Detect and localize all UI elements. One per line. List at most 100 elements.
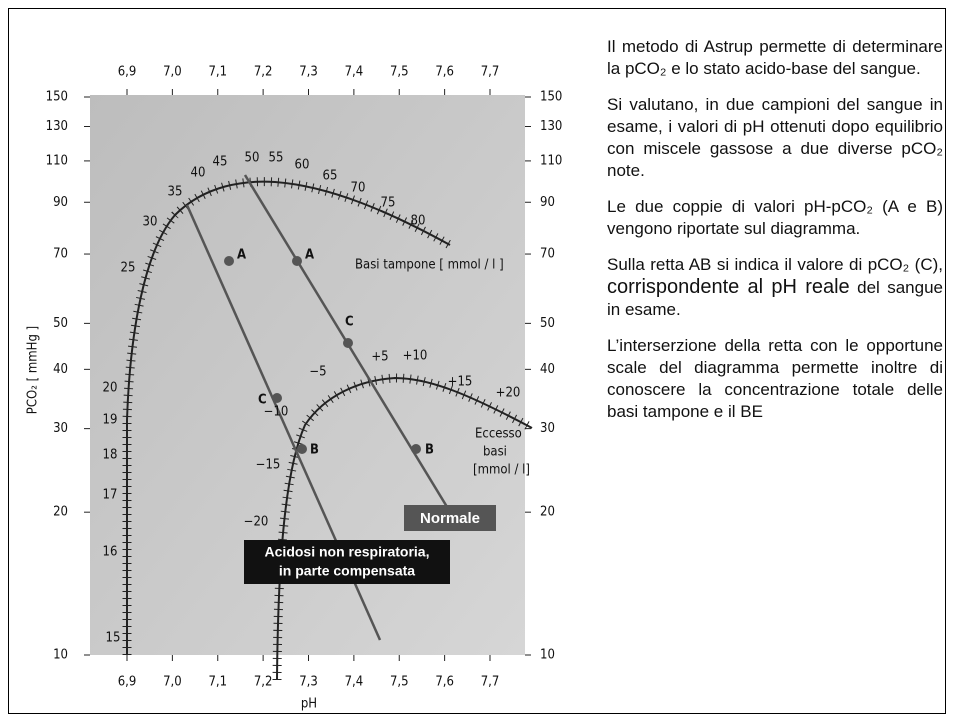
acidosis-box — [244, 540, 450, 584]
y-tick-label: 20 — [540, 505, 555, 520]
acidosis-caption: in parte compensata — [279, 563, 415, 579]
x-tick-label: 6,9 — [118, 65, 137, 80]
normal-caption: Normale — [420, 510, 480, 527]
scale-label: 25 — [121, 261, 136, 276]
y-tick-label: 10 — [53, 648, 68, 663]
points — [224, 256, 421, 454]
paragraph: Sulla retta AB si indica il valore di pC… — [607, 254, 943, 321]
scale-label: +15 — [448, 375, 473, 390]
point — [224, 256, 234, 266]
scale-label: 15 — [106, 631, 121, 646]
x-tick-label: 7,2 — [254, 675, 273, 690]
x-tick-label: 7,3 — [299, 65, 318, 80]
y-tick-label: 40 — [53, 362, 68, 377]
y-tick-label: 110 — [540, 153, 562, 168]
buffer-base-label: Basi tampone [ mmol / l ] — [355, 258, 504, 273]
scale-label: 45 — [213, 155, 228, 170]
acidosis-caption: Acidosi non respiratoria, — [265, 544, 430, 560]
x-tick-label: 7,4 — [345, 675, 364, 690]
point-label: A — [305, 248, 314, 263]
scale-label: 75 — [381, 196, 396, 211]
normal-box — [404, 505, 496, 531]
scale-label: +20 — [496, 386, 521, 401]
point-label: B — [310, 443, 319, 458]
scale-label: 50 — [245, 151, 260, 166]
x-tick-label: 7,1 — [208, 675, 227, 690]
x-tick-label: 7,7 — [481, 65, 500, 80]
base-excess-label: basi — [483, 445, 507, 460]
scale-label: +5 — [371, 350, 388, 365]
scale-label: 17 — [103, 488, 118, 503]
point — [292, 256, 302, 266]
explanation: Il metodo di Astrup permette di determin… — [607, 36, 943, 437]
scale-label: 65 — [323, 169, 338, 184]
y-tick-label: 30 — [540, 421, 555, 436]
buffer-base-curve — [126, 180, 451, 655]
scale-label: 60 — [295, 158, 310, 173]
scale-label: +10 — [403, 349, 428, 364]
scale-label: 19 — [103, 413, 118, 428]
point — [297, 444, 307, 454]
y-tick-label: 150 — [46, 90, 68, 105]
y-tick-label: 90 — [53, 195, 68, 210]
x-tick-label: 7,3 — [299, 675, 318, 690]
y-tick-label: 70 — [540, 247, 555, 262]
y-tick-label: 50 — [540, 316, 555, 331]
x-tick-label: 7,5 — [390, 65, 409, 80]
point-labels: A C B A C B — [237, 248, 434, 458]
y-tick-label: 130 — [540, 119, 562, 134]
text-segment: Sulla retta AB si indica il valore di pC… — [607, 255, 943, 274]
paragraph: Le due coppie di valori pH-pCO₂ (A e B) … — [607, 197, 943, 238]
paragraph: Il metodo di Astrup permette di determin… — [607, 37, 943, 78]
scale-label: 35 — [168, 185, 183, 200]
point-label: B — [425, 443, 434, 458]
y-tick-label: 70 — [53, 247, 68, 262]
y-tick-label: 90 — [540, 195, 555, 210]
point — [343, 338, 353, 348]
scale-label: −15 — [256, 458, 281, 473]
y-tick-label: 30 — [53, 421, 68, 436]
point — [272, 393, 282, 403]
scale-label: 30 — [143, 215, 158, 230]
x-tick-label: 7,0 — [163, 675, 182, 690]
x-tick-label: 7,2 — [254, 65, 273, 80]
frame — [8, 8, 946, 714]
y-tick-label: 150 — [540, 90, 562, 105]
text-segment: del sangue in esame. — [607, 278, 943, 319]
y-tick-label: 40 — [540, 362, 555, 377]
scale-label: 80 — [411, 214, 426, 229]
text-segment: corrispondente al pH reale — [607, 276, 850, 298]
scale-label: −10 — [264, 405, 289, 420]
x-tick-label: 7,6 — [435, 65, 454, 80]
x-tick-label: 7,6 — [435, 675, 454, 690]
paragraph: L’interserzione della retta con le oppor… — [607, 336, 943, 421]
y-tick-label: 20 — [53, 505, 68, 520]
y-tick-label: 10 — [540, 648, 555, 663]
x-tick-label: 7,7 — [481, 675, 500, 690]
x-tick-label: 6,9 — [118, 675, 137, 690]
x-axis-label: pH — [301, 697, 317, 712]
scale-label: 40 — [191, 166, 206, 181]
point-label: C — [345, 315, 354, 330]
scale-label: 70 — [351, 181, 366, 196]
scale-label: 20 — [103, 381, 118, 396]
y-tick-label: 130 — [46, 119, 68, 134]
scale-label: 55 — [269, 151, 284, 166]
x-tick-label: 7,0 — [163, 65, 182, 80]
paragraph: Si valutano, in due campioni del sangue … — [607, 95, 943, 180]
base-excess-label: [mmol / l] — [473, 463, 530, 478]
point-label: A — [237, 248, 246, 263]
x-tick-label: 7,1 — [208, 65, 227, 80]
point-label: C — [258, 393, 267, 408]
x-tick-label: 7,5 — [390, 675, 409, 690]
base-excess-label: Eccesso — [475, 427, 522, 442]
y-tick-label: 50 — [53, 316, 68, 331]
point — [411, 444, 421, 454]
scale-label: −20 — [244, 515, 269, 530]
y-axis-label: PCO₂ [ mmHg ] — [26, 326, 41, 414]
y-tick-label: 110 — [46, 153, 68, 168]
scale-label: 18 — [103, 448, 118, 463]
scale-label: −5 — [309, 365, 326, 380]
x-tick-label: 7,4 — [345, 65, 364, 80]
